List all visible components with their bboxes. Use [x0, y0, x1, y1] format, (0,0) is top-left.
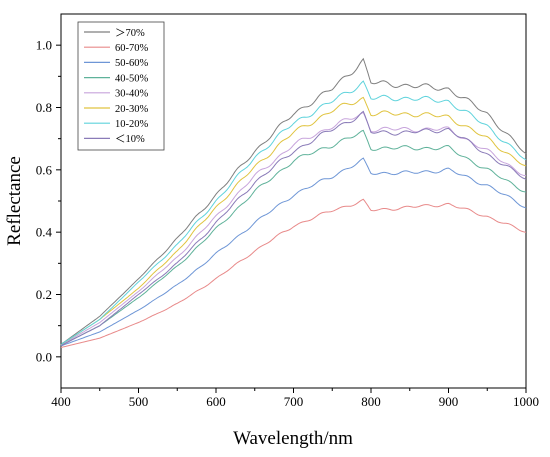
x-tick-label: 1000 — [513, 394, 539, 409]
y-tick-label: 0.4 — [36, 225, 53, 240]
legend-label: 40-50% — [115, 73, 148, 84]
y-tick-label: 0.2 — [36, 287, 52, 302]
series-line-6 — [60, 80, 527, 345]
legend-label: 60-70% — [115, 43, 148, 54]
y-tick-label: 0.8 — [36, 100, 52, 115]
series-line-3 — [60, 129, 527, 346]
legend: ＞70% 60-70% 50-60% 40-50% 30-40% 20-30% 10-20%… — [77, 21, 165, 151]
legend-box — [77, 21, 165, 151]
y-tick-label: 0.6 — [36, 162, 53, 177]
x-tick-label: 400 — [51, 394, 71, 409]
legend-label: 30-40% — [115, 89, 148, 100]
y-tick-label: 1.0 — [36, 38, 52, 53]
series-line-2 — [60, 157, 527, 347]
series-line-7 — [60, 110, 527, 347]
legend-label: 20-30% — [115, 104, 148, 115]
x-tick-label: 700 — [284, 394, 304, 409]
legend-label: ＞70% — [115, 28, 145, 39]
x-tick-label: 600 — [206, 394, 226, 409]
series-line-1 — [60, 198, 527, 348]
x-tick-label: 500 — [129, 394, 149, 409]
series-lines — [60, 57, 527, 348]
x-axis-title: Wavelength/nm — [233, 428, 353, 449]
axis-ticks: 400 500 600 700 800 900 1000 0.0 0.2 0.4 0.6 0.8 1.0 — [36, 38, 539, 409]
series-line-4 — [60, 111, 527, 346]
legend-label: 10-20% — [115, 119, 148, 130]
x-tick-label: 900 — [439, 394, 459, 409]
x-tick-label: 800 — [361, 394, 381, 409]
legend-label: 50-60% — [115, 58, 148, 69]
y-axis-title: Reflectance — [4, 156, 25, 246]
legend-label: ＜10% — [115, 134, 145, 145]
series-line-5 — [60, 96, 527, 346]
y-tick-label: 0.0 — [36, 349, 52, 364]
series-line-0 — [60, 57, 527, 345]
